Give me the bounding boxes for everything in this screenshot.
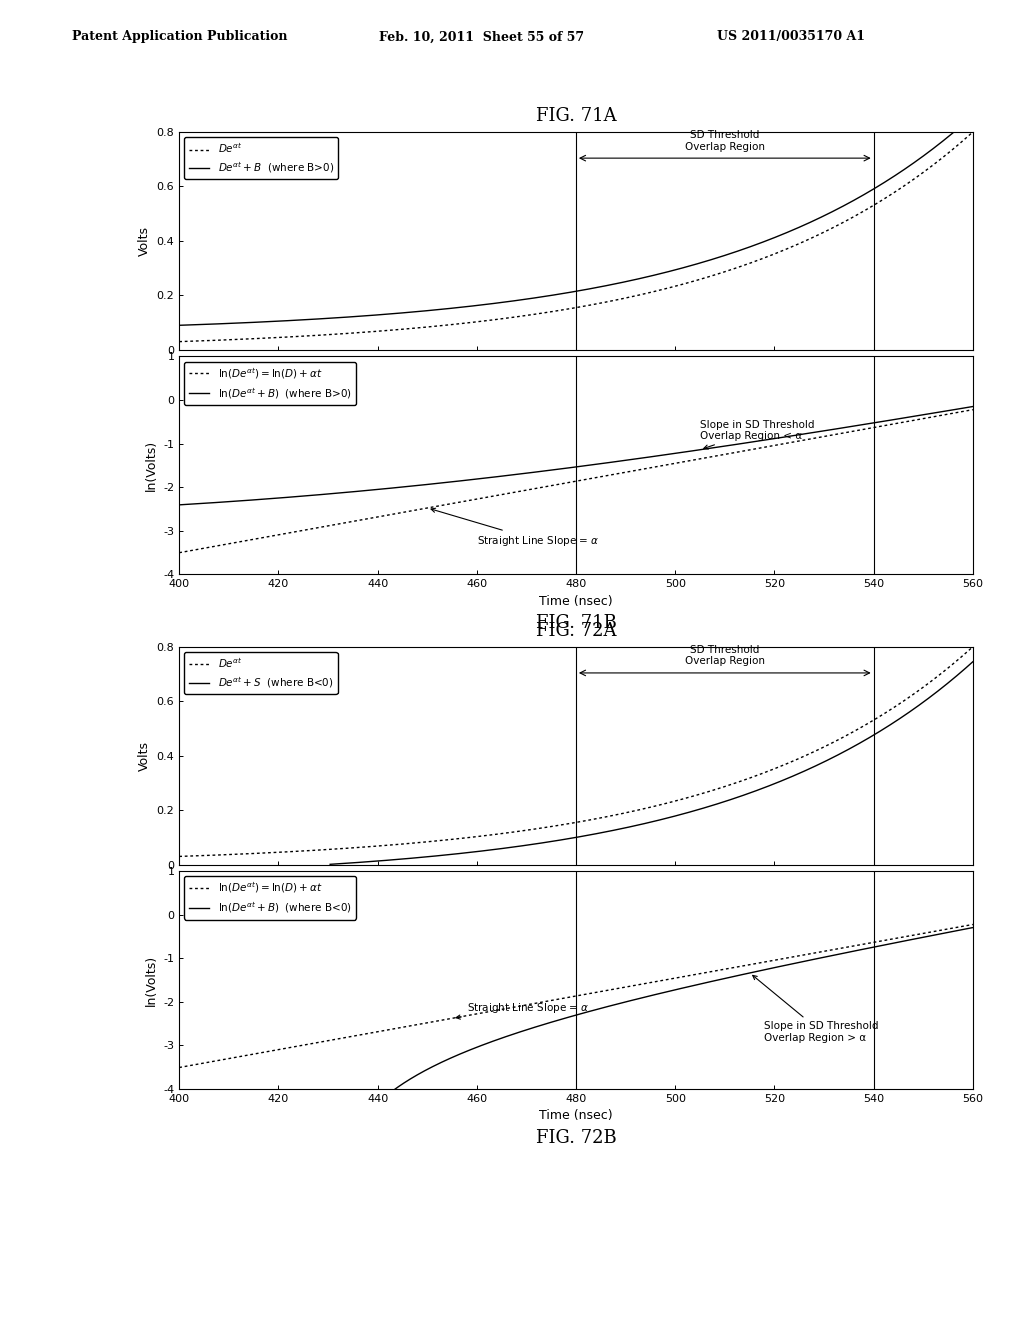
Text: FIG. 71B: FIG. 71B — [536, 614, 616, 632]
Text: FIG. 71A: FIG. 71A — [536, 107, 616, 125]
X-axis label: Time (nsec): Time (nsec) — [540, 1109, 612, 1122]
Legend: $\ln(De^{\alpha t}) = \ln(D) + \alpha t$, $\ln(De^{\alpha t} + B)$  (where B>0): $\ln(De^{\alpha t}) = \ln(D) + \alpha t$… — [184, 362, 355, 405]
Text: SD Threshold
Overlap Region: SD Threshold Overlap Region — [685, 129, 765, 152]
Text: Slope in SD Threshold
Overlap Region > α: Slope in SD Threshold Overlap Region > α — [753, 975, 879, 1043]
Text: Straight Line Slope = $\alpha$: Straight Line Slope = $\alpha$ — [431, 508, 599, 548]
Legend: $De^{\alpha t}$, $De^{\alpha t} + B$  (where B>0): $De^{\alpha t}$, $De^{\alpha t} + B$ (wh… — [184, 137, 338, 180]
Y-axis label: Volts: Volts — [138, 741, 151, 771]
Legend: $\ln(De^{\alpha t}) = \ln(D) + \alpha t$, $\ln(De^{\alpha t} + B)$  (where B<0): $\ln(De^{\alpha t}) = \ln(D) + \alpha t$… — [184, 876, 355, 920]
Text: Straight Line Slope = $\alpha$: Straight Line Slope = $\alpha$ — [456, 1001, 589, 1019]
Y-axis label: ln(Volts): ln(Volts) — [144, 440, 158, 491]
Text: US 2011/0035170 A1: US 2011/0035170 A1 — [717, 30, 865, 44]
Y-axis label: ln(Volts): ln(Volts) — [144, 954, 158, 1006]
Y-axis label: Volts: Volts — [138, 226, 151, 256]
Text: Feb. 10, 2011  Sheet 55 of 57: Feb. 10, 2011 Sheet 55 of 57 — [379, 30, 584, 44]
Legend: $De^{\alpha t}$, $De^{\alpha t} + S$  (where B<0): $De^{\alpha t}$, $De^{\alpha t} + S$ (wh… — [184, 652, 338, 694]
Text: FIG. 72A: FIG. 72A — [536, 622, 616, 640]
Text: Patent Application Publication: Patent Application Publication — [72, 30, 287, 44]
Text: Slope in SD Threshold
Overlap Region < α: Slope in SD Threshold Overlap Region < α — [700, 420, 814, 449]
X-axis label: Time (nsec): Time (nsec) — [540, 594, 612, 607]
Text: FIG. 72B: FIG. 72B — [536, 1129, 616, 1147]
Text: SD Threshold
Overlap Region: SD Threshold Overlap Region — [685, 644, 765, 667]
